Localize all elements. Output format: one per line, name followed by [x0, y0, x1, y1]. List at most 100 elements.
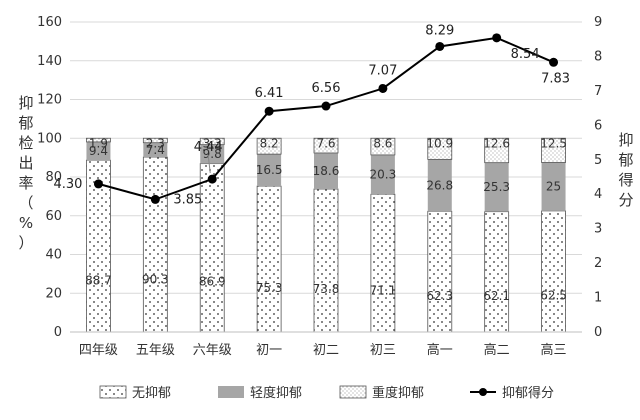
bar-segment [427, 137, 453, 160]
bar-segment [484, 211, 510, 333]
bar-segment [86, 159, 111, 333]
y-tick-label: 60 [45, 209, 62, 224]
bar-value-label: 16.5 [256, 163, 283, 177]
bar-segment [484, 137, 510, 164]
x-tick-label: 高一 [427, 342, 453, 358]
legend-label: 无抑郁 [132, 386, 171, 401]
y2-tick-label: 2 [594, 256, 602, 271]
legend: 无抑郁 轻度抑郁 重度抑郁 抑郁得分 [99, 385, 554, 401]
score-point [549, 57, 559, 67]
bar-segment [313, 137, 339, 154]
bar-segment [256, 185, 282, 333]
bar-value-label: 12.6 [483, 136, 510, 150]
y-tick-label: 140 [37, 54, 62, 69]
bar-value-label: 75.3 [256, 281, 283, 295]
bar-segment [314, 152, 338, 190]
score-point [264, 106, 274, 116]
legend-label: 抑郁得分 [502, 385, 554, 401]
y-axis-title: 抑郁检出率（%） [18, 94, 33, 252]
bar-segment [541, 162, 566, 211]
y-tick-label: 40 [45, 248, 62, 263]
axes: 0 20 40 60 80 100 120 140 160 0 1 2 3 4 5 6 7 8 9 四年级 五年级 六年级… [18, 15, 633, 358]
bar-value-label: 62.3 [426, 289, 453, 303]
score-value-label: 3.85 [173, 192, 202, 207]
bar-segment [142, 137, 168, 144]
bar-segment [427, 210, 453, 333]
score-value-label: 8.29 [425, 23, 454, 38]
bar-segment [370, 193, 396, 333]
bar-value-label: 10.9 [426, 136, 453, 150]
bar-value-label: 88.7 [85, 273, 112, 287]
y-tick-label: 160 [37, 15, 62, 30]
legend-swatch-marker [479, 388, 487, 396]
y2-axis-title: 抑郁得分 [618, 131, 633, 209]
bar-value-label: 18.6 [313, 164, 340, 178]
score-point [321, 101, 331, 111]
y2-tick-label: 1 [594, 291, 602, 306]
bar-segment [257, 154, 282, 187]
x-tick-label: 四年级 [79, 343, 118, 358]
y2-tick-label: 9 [594, 15, 602, 30]
bar-value-label: 9.8 [203, 147, 222, 161]
score-point [150, 194, 160, 204]
bar-value-label: 90.3 [142, 273, 169, 287]
x-tick-label: 初三 [370, 343, 396, 358]
bar-value-label: 8.2 [260, 136, 279, 150]
y-tick-label: 20 [45, 286, 62, 301]
bar-value-label: 25 [546, 180, 561, 194]
score-point [207, 174, 217, 184]
bar-segment [427, 159, 452, 212]
bar-value-label: 20.3 [370, 168, 397, 182]
bar-segment [199, 137, 225, 146]
bar-segment [370, 154, 395, 195]
bar-value-label: 71.1 [370, 284, 397, 298]
bar-value-label: 12.5 [540, 136, 567, 150]
x-tick-label: 初一 [256, 343, 282, 358]
score-value-label: 7.83 [541, 71, 570, 86]
bar-value-label: 3.3 [203, 136, 222, 150]
bar-segment [370, 137, 396, 156]
y2-tick-label: 3 [594, 222, 602, 237]
bar-value-label: 1.9 [89, 136, 108, 150]
score-value-label: 6.41 [255, 86, 284, 101]
bar-value-label: 2.3 [146, 136, 165, 150]
score-value-label: 7.07 [368, 63, 397, 78]
score-point [435, 41, 445, 51]
legend-swatch [99, 385, 127, 399]
bar-segment [86, 137, 111, 143]
y2-tick-label: 4 [594, 187, 602, 202]
bar-value-label: 62.5 [540, 289, 567, 303]
bar-segment [199, 163, 225, 333]
x-tick-label: 五年级 [136, 343, 175, 358]
bar-segment [86, 141, 111, 161]
x-tick-label: 初二 [313, 343, 339, 358]
bar-value-label: 73.8 [313, 282, 340, 296]
score-line: 4.30 3.85 4.44 6.41 6.56 7.07 8.29 8.547.83 [53, 23, 570, 207]
bar-value-label: 7.4 [146, 143, 165, 157]
bar-value-label: 8.6 [373, 136, 392, 150]
legend-label: 轻度抑郁 [250, 385, 302, 401]
y-tick-label: 120 [37, 93, 62, 108]
bar-segment [484, 162, 509, 212]
legend-swatch [339, 385, 367, 399]
score-point [93, 179, 103, 189]
legend-label: 重度抑郁 [372, 385, 424, 401]
y2-tick-label: 6 [594, 118, 602, 133]
score-value-label: 4.44 [194, 140, 223, 155]
bar-segment [541, 137, 566, 163]
bar-segment [256, 137, 282, 155]
y-tick-label: 100 [37, 131, 62, 146]
y2-tick-label: 7 [594, 84, 602, 99]
score-value-label: 4.30 [53, 177, 82, 192]
bar-segment [142, 156, 168, 333]
score-point [492, 33, 502, 43]
x-tick-label: 六年级 [193, 343, 232, 358]
bars: 88.7 9.41.9 90.3 7.42.3 86.9 9.83.3 75.3 16.5 8.… [85, 136, 567, 333]
y-tick-label: 80 [45, 170, 62, 185]
y2-tick-label: 8 [594, 49, 602, 64]
y2-tick-label: 0 [594, 325, 602, 340]
bar-segment [541, 210, 566, 333]
score-value-label: 6.56 [312, 81, 341, 96]
legend-swatch [218, 386, 244, 398]
